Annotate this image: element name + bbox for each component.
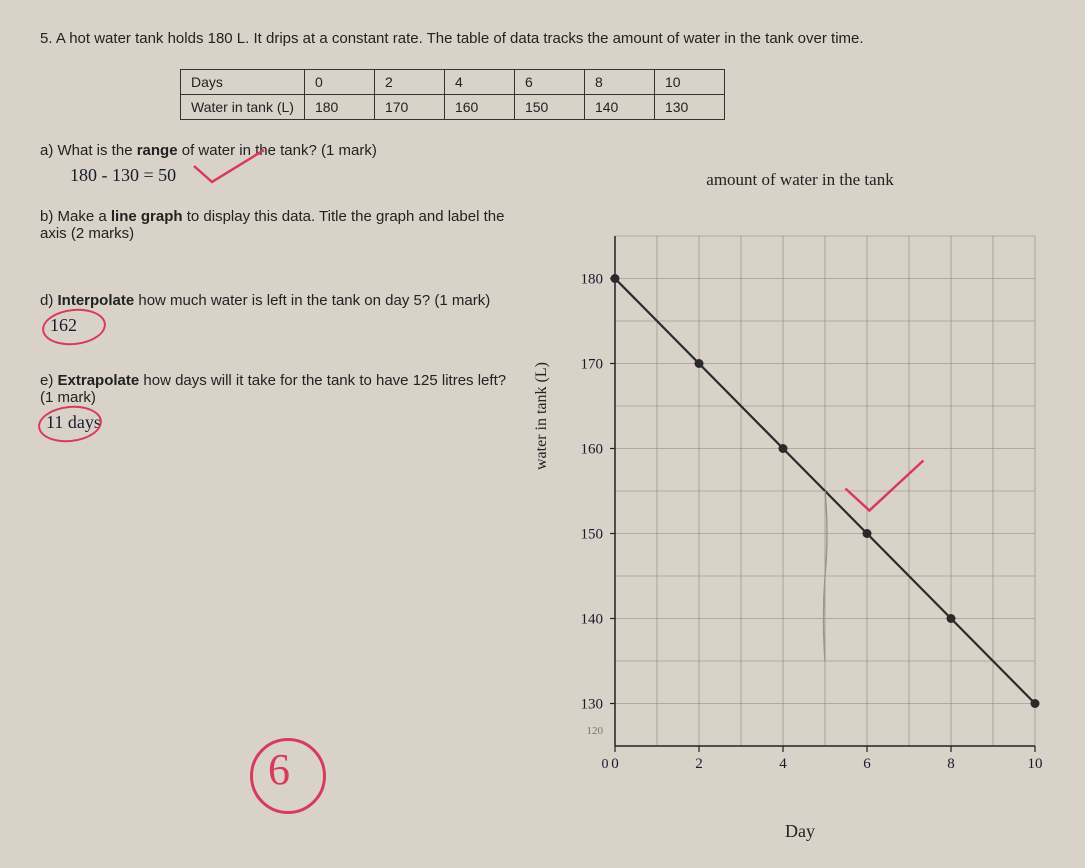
svg-text:120: 120 [587,725,604,737]
cell: 6 [514,69,584,94]
svg-text:0: 0 [611,756,619,772]
cell: 140 [584,94,654,119]
x-axis-label: Day [785,821,815,842]
svg-text:0: 0 [602,757,609,772]
score-circle: 6 [250,738,320,808]
cell: 160 [444,94,514,119]
cell: 4 [444,69,514,94]
cell: 130 [654,94,724,119]
prompt-suffix: of water in the tank? (1 mark) [178,142,377,159]
answer-d: 162 [50,315,520,336]
cell: 10 [654,69,724,94]
cell: 2 [374,69,444,94]
svg-text:8: 8 [947,756,955,772]
svg-text:160: 160 [581,442,604,458]
cell: 150 [514,94,584,119]
question-text: 5. A hot water tank holds 180 L. It drip… [40,28,1045,51]
row-label: Days [181,69,305,94]
row-label: Water in tank (L) [181,94,305,119]
cell: 180 [304,94,374,119]
svg-text:140: 140 [581,612,604,628]
prompt-suffix: how much water is left in the tank on da… [134,292,490,309]
svg-text:4: 4 [779,756,787,772]
svg-text:6: 6 [863,756,871,772]
prompt-prefix: a) What is the [40,142,137,159]
cell: 8 [584,69,654,94]
prompt-bold: line graph [111,208,183,225]
circled-answer: 11 days [46,412,101,433]
prompt-bold: Extrapolate [58,372,140,389]
svg-text:150: 150 [581,527,604,543]
graph-title: amount of water in the tank [545,170,1055,190]
graph-area: amount of water in the tank water in tan… [545,170,1055,810]
line-chart: 130 140 150 160 170 180 120 0 2 4 6 8 10 0 [545,196,1045,776]
answer-e: 11 days [46,412,520,433]
cell: 170 [374,94,444,119]
part-a: a) What is the range of water in the tan… [40,142,520,186]
answer-a: 180 - 130 = 50 [70,165,520,186]
svg-text:170: 170 [581,357,604,373]
prompt-bold: Interpolate [58,292,135,309]
y-axis-label: water in tank (L) [533,362,551,470]
prompt-bold: range [137,142,178,159]
question-body: A hot water tank holds 180 L. It drips a… [56,30,864,47]
prompt-prefix: e) [40,372,58,389]
part-d: d) Interpolate how much water is left in… [40,292,520,336]
svg-text:10: 10 [1028,756,1043,772]
circled-answer: 162 [50,315,77,336]
data-table: Days 0 2 4 6 8 10 Water in tank (L) 180 … [180,69,725,120]
table-row-days: Days 0 2 4 6 8 10 [181,69,725,94]
question-number: 5. [40,30,53,47]
prompt-prefix: b) Make a [40,208,111,225]
cell: 0 [304,69,374,94]
svg-text:2: 2 [695,756,703,772]
table-row-water: Water in tank (L) 180 170 160 150 140 13… [181,94,725,119]
part-b: b) Make a line graph to display this dat… [40,208,520,242]
prompt-prefix: d) [40,292,58,309]
svg-text:130: 130 [581,697,604,713]
part-e: e) Extrapolate how days will it take for… [40,372,520,433]
svg-text:180: 180 [581,272,604,288]
score-value: 6 [268,744,290,795]
